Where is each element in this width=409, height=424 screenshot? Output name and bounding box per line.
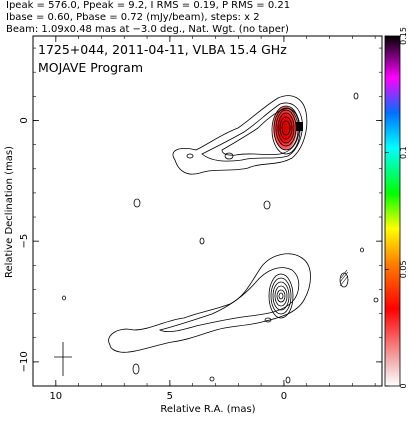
x-axis: 10 5 0 <box>49 36 376 402</box>
x-tick-label: 10 <box>49 391 62 402</box>
colorbar-tick-label: 0 <box>399 383 408 388</box>
beam-cross <box>54 342 72 376</box>
jet-contours <box>62 92 379 384</box>
header-line-2: Ibase = 0.60, Pbase = 0.72 (mJy/beam), s… <box>6 12 260 23</box>
header-line-3: Beam: 1.09x0.48 mas at −3.0 deg., Nat. W… <box>6 24 289 35</box>
plot-subtitle: MOJAVE Program <box>38 60 143 75</box>
y-tick-label: −10 <box>19 351 30 372</box>
y-tick-label: 0 <box>19 117 30 123</box>
y-tick-label: −5 <box>19 234 30 249</box>
plot-area <box>54 92 379 384</box>
colorbar-tick-label: 0.05 <box>399 260 408 278</box>
x-tick-label: 0 <box>281 391 287 402</box>
hatched-marker <box>339 269 349 287</box>
y-axis-label: Relative Declination (mas) <box>4 146 15 278</box>
x-axis-label: Relative R.A. (mas) <box>160 404 255 415</box>
colorbar-tick-label: 0.1 <box>399 146 408 159</box>
colorbar-axis: 0 0.05 0.1 0.15 <box>385 27 408 389</box>
plot-frame <box>32 35 383 387</box>
header-line-1: Ipeak = 576.0, Ppeak = 9.2, I RMS = 0.19… <box>6 0 291 11</box>
plot-title: 1725+044, 2011-04-11, VLBA 15.4 GHz <box>38 42 287 57</box>
y-axis: 0 −5 −10 <box>19 47 382 387</box>
x-tick-label: 5 <box>167 391 173 402</box>
colorbar <box>384 35 401 387</box>
colorbar-tick-label: 0.15 <box>399 27 408 45</box>
